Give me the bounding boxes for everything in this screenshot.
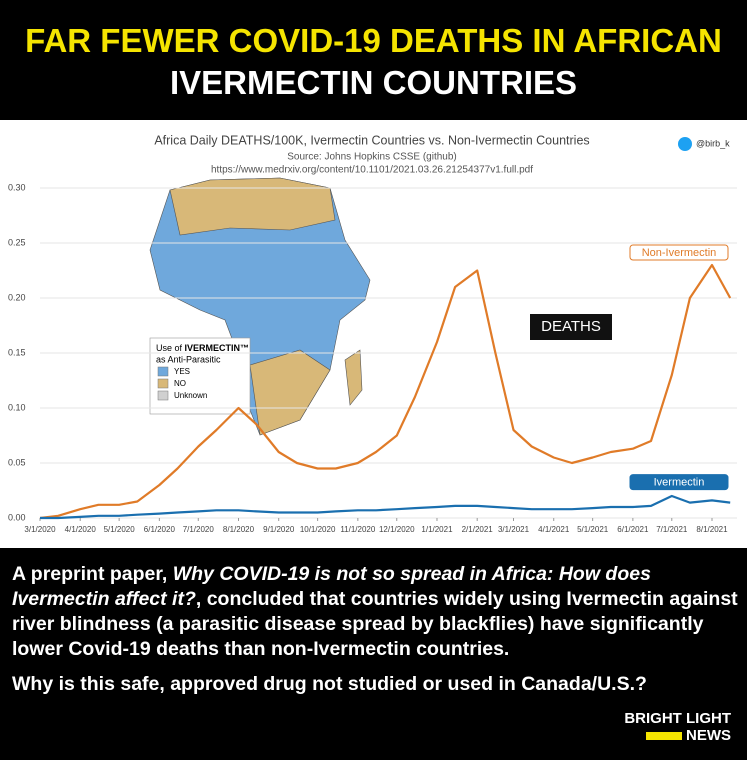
handle: @birb_k xyxy=(696,138,730,148)
annotation: DEATHS xyxy=(541,318,601,335)
chart-background xyxy=(0,120,747,548)
paragraph: A preprint paper, Why COVID-19 is not so… xyxy=(12,562,738,662)
legend-text: IVERMECTIN™ xyxy=(185,343,250,353)
x-tick-label: 7/1/2020 xyxy=(183,525,215,534)
x-tick-label: 6/1/2021 xyxy=(617,525,649,534)
annotation-box xyxy=(530,314,612,340)
logo-bar xyxy=(646,732,682,741)
paper-title: Why COVID-19 is not so spread in Africa:… xyxy=(12,563,651,610)
x-tick-label: 3/1/2021 xyxy=(498,525,530,534)
x-tick-label: 11/1/2020 xyxy=(340,525,376,534)
legend-label: Unknown xyxy=(174,391,207,400)
chart: Africa Daily DEATHS/100K, Ivermectin Cou… xyxy=(0,120,747,548)
series-label: Ivermectin xyxy=(654,477,705,489)
series-label: Non-Ivermectin xyxy=(642,247,717,259)
series-line xyxy=(40,494,731,520)
x-tick-label: 12/1/2020 xyxy=(379,525,415,534)
legend-text: Use of xyxy=(156,343,183,353)
x-tick-label: 5/1/2021 xyxy=(577,525,609,534)
x-tick-label: 2/1/2021 xyxy=(462,525,494,534)
logo-text: BRIGHT LIGHT xyxy=(624,710,731,727)
twitter-icon xyxy=(678,137,692,151)
headline: FAR FEWER COVID-19 DEATHS IN AFRICAN xyxy=(25,22,722,59)
x-tick-label: 10/1/2020 xyxy=(300,525,336,534)
legend-label: YES xyxy=(174,367,190,376)
map xyxy=(149,177,371,436)
x-tick-label: 8/1/2020 xyxy=(223,525,255,534)
y-tick-label: 0.20 xyxy=(8,292,26,302)
map-legend-title: Use of IVERMECTIN™ xyxy=(156,343,249,353)
logo: BRIGHT LIGHT NEWS xyxy=(624,710,731,744)
y-tick-label: 0.00 xyxy=(8,512,26,522)
series-line xyxy=(39,263,732,520)
logo-text: NEWS xyxy=(686,727,731,744)
series-label-box xyxy=(629,474,729,491)
x-tick-label: 9/1/2020 xyxy=(263,525,295,534)
text: , concluded that countries widely using … xyxy=(12,588,738,660)
x-tick-label: 3/1/2020 xyxy=(24,525,56,534)
y-tick-label: 0.25 xyxy=(8,237,26,247)
x-tick-label: 1/1/2021 xyxy=(421,525,453,534)
chart-title: Africa Daily DEATHS/100K, Ivermectin Cou… xyxy=(154,133,589,147)
y-tick-label: 0.05 xyxy=(8,457,26,467)
x-tick-label: 4/1/2021 xyxy=(538,525,570,534)
x-tick-label: 6/1/2020 xyxy=(144,525,176,534)
map-legend-title: as Anti-Parasitic xyxy=(156,354,221,364)
y-tick-label: 0.10 xyxy=(8,402,26,412)
legend-swatch xyxy=(157,366,169,377)
y-tick-label: 0.15 xyxy=(8,347,26,357)
x-tick-label: 7/1/2021 xyxy=(656,525,688,534)
body-text: A preprint paper, Why COVID-19 is not so… xyxy=(12,562,738,707)
legend-swatch xyxy=(157,378,169,389)
paragraph: Why is this safe, approved drug not stud… xyxy=(12,673,647,695)
source-url: https://www.medrxiv.org/content/10.1101/… xyxy=(211,165,533,176)
x-tick-label: 8/1/2021 xyxy=(696,525,728,534)
legend-label: NO xyxy=(174,379,186,388)
chart-subtitle: Source: Johns Hopkins CSSE (github) xyxy=(287,152,457,163)
y-tick-label: 0.30 xyxy=(8,182,26,192)
x-tick-label: 5/1/2020 xyxy=(104,525,136,534)
header: FAR FEWER COVID-19 DEATHS IN AFRICAN IVE… xyxy=(0,0,747,120)
text: A preprint paper, xyxy=(12,563,173,585)
headline: IVERMECTIN COUNTRIES xyxy=(169,64,578,101)
series-label-box xyxy=(629,244,729,261)
legend-swatch xyxy=(157,390,169,401)
x-tick-label: 4/1/2020 xyxy=(65,525,97,534)
